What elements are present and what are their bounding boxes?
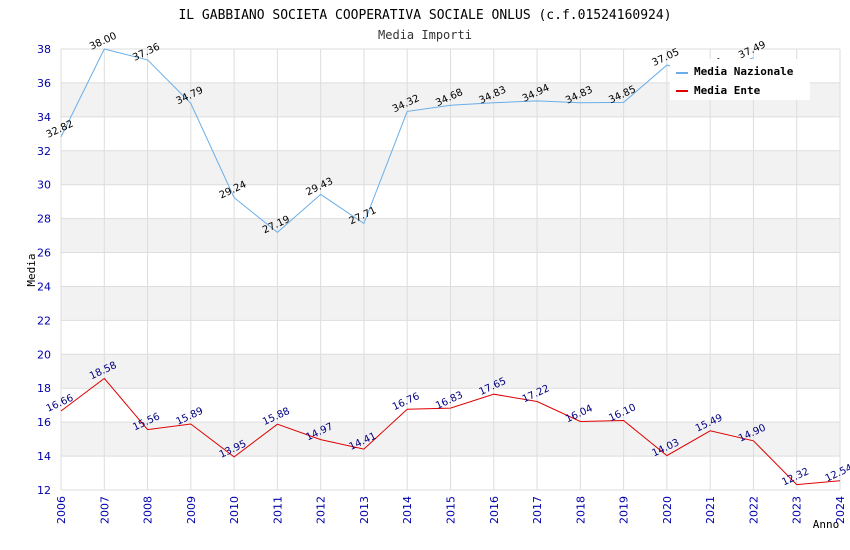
x-tick-label: 2014: [401, 496, 414, 524]
y-tick-label: 32: [37, 145, 51, 158]
x-tick-label: 2010: [228, 496, 241, 524]
y-tick-label: 30: [37, 179, 51, 192]
grid-lines: [60, 48, 841, 491]
y-axis-label: Media: [25, 253, 38, 286]
y-tick-label: 24: [37, 280, 51, 293]
x-tick-label: 2013: [358, 496, 371, 524]
x-tick-label: 2018: [574, 496, 587, 524]
y-tick-label: 16: [37, 416, 51, 429]
x-tick-label: 2019: [618, 496, 631, 524]
x-tick-label: 2015: [445, 496, 458, 524]
y-tick-label: 12: [37, 484, 51, 497]
x-tick-label: 2016: [488, 496, 501, 524]
x-tick-label: 2023: [791, 496, 804, 524]
chart-title: IL GABBIANO SOCIETA COOPERATIVA SOCIALE …: [178, 8, 671, 23]
legend-label-media-nazionale: Media Nazionale: [694, 65, 794, 78]
y-tick-label: 18: [37, 382, 51, 395]
y-tick-label: 20: [37, 348, 51, 361]
x-tick-label: 2021: [704, 496, 717, 524]
x-tick-label: 2006: [55, 496, 68, 524]
x-axis-ticks: 2006 2007 2008 2009 2010 2011 2012 2013 2014 2015…: [55, 496, 847, 524]
x-tick-label: 2012: [315, 496, 328, 524]
y-axis-ticks: 12 14 16 18 20 22 24 26 28 30 32 34 36 38: [37, 43, 51, 497]
x-tick-label: 2009: [185, 496, 198, 524]
legend-box: [670, 59, 810, 100]
x-axis-label: Anno: [813, 518, 840, 531]
legend-label-media-ente: Media Ente: [694, 84, 761, 97]
x-tick-label: 2017: [531, 496, 544, 524]
series-line-media-ente: [60, 377, 841, 486]
x-tick-label: 2008: [142, 496, 155, 524]
y-tick-label: 26: [37, 247, 51, 260]
legend[interactable]: Media Nazionale Media Ente: [670, 59, 810, 100]
series-line-media-nazionale: [60, 48, 754, 234]
y-tick-label: 34: [37, 111, 51, 124]
y-tick-label: 14: [37, 450, 51, 463]
y-tick-label: 28: [37, 213, 51, 226]
x-tick-label: 2022: [747, 496, 760, 524]
y-tick-label: 38: [37, 43, 51, 56]
x-tick-label: 2020: [661, 496, 674, 524]
x-tick-label: 2011: [271, 496, 284, 524]
x-tick-label: 2024: [834, 496, 847, 524]
chart-subtitle: Media Importi: [378, 28, 472, 42]
y-tick-label: 36: [37, 77, 51, 90]
y-tick-label: 22: [37, 314, 51, 327]
x-tick-label: 2007: [98, 496, 111, 524]
